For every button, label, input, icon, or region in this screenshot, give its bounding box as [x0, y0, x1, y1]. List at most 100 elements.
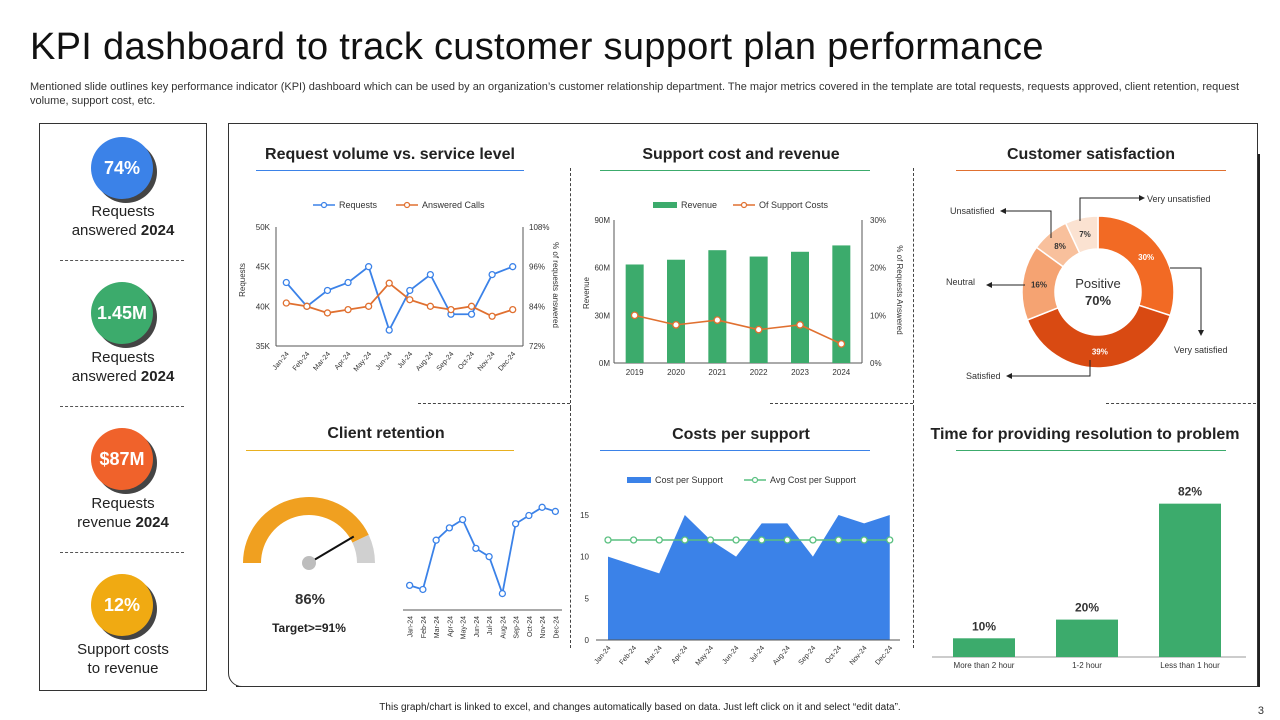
data-point — [681, 536, 689, 544]
y2-tick-label: 0% — [870, 359, 882, 368]
data-point — [860, 536, 868, 544]
footer-note: This graph/chart is linked to excel, and… — [379, 702, 901, 713]
legend-cost-per-support-swatch — [627, 477, 651, 483]
legend-answered-calls-marker — [403, 201, 411, 209]
data-point — [655, 536, 663, 544]
revenue-bar — [749, 256, 768, 363]
data-point — [344, 278, 352, 287]
divider — [570, 168, 571, 408]
divider — [418, 403, 570, 404]
legend-answered-calls-label: Answered Calls — [422, 200, 485, 210]
y2-tick-label: 72% — [529, 342, 545, 351]
gauge-value-label: 86% — [295, 591, 325, 608]
callout-label-neutral: Neutral — [946, 277, 975, 287]
resolution-bar — [1056, 619, 1118, 657]
kpi-label-year: 2024 — [135, 514, 169, 531]
kpi-label: Requests answered 2024 — [40, 202, 206, 240]
x-tick-label: 2024 — [832, 368, 850, 377]
resolution-bar — [953, 638, 1015, 657]
legend-avg-cost-marker — [751, 476, 759, 484]
y2-tick-label: 108% — [529, 223, 549, 232]
kpi-circle-requests-revenue: $87M — [91, 428, 153, 490]
kpi-circle-requests-answered-count: 1.45M — [91, 282, 153, 344]
series-line-support-costs — [634, 314, 842, 345]
y-tick-label: 45K — [256, 263, 271, 272]
x-tick-label: 2019 — [626, 368, 644, 377]
y-tick-label: 0 — [585, 636, 590, 645]
x-tick-label: Sep-24 — [514, 616, 521, 639]
x-tick-label: Nov-24 — [849, 645, 869, 667]
kpi-label-line1: Requests — [91, 349, 155, 366]
data-point — [672, 321, 680, 329]
y-tick-label: 90M — [594, 216, 610, 225]
kpi-circle-support-costs: 12% — [91, 574, 153, 636]
x-tick-label: 2021 — [708, 368, 726, 377]
y2-axis-title: % of requests answered — [551, 242, 560, 328]
callout-line-unsatisfied — [1006, 210, 1052, 238]
gauge-target-label: Target>=91% — [272, 621, 346, 635]
y-tick-label: 40K — [256, 302, 271, 311]
series-line-requests — [285, 265, 514, 333]
y-axis-title: Revenue — [582, 276, 591, 309]
x-tick-label: Oct-24 — [457, 351, 476, 372]
legend-support-costs-marker — [740, 201, 748, 209]
title-underline — [600, 170, 870, 171]
data-point — [406, 286, 414, 295]
x-tick-label: Sep-24 — [436, 351, 456, 373]
y-tick-label: 0M — [599, 359, 610, 368]
y2-tick-label: 96% — [529, 263, 545, 272]
divider — [913, 168, 914, 408]
x-tick-label: Jun-24 — [375, 351, 394, 372]
legend-avg-cost-label: Avg Cost per Support — [770, 475, 856, 485]
x-tick-label: Apr-24 — [671, 645, 690, 666]
callout-arrow-very-unsatisfied — [1139, 195, 1145, 201]
x-tick-label: Less than 1 hour — [1160, 661, 1220, 670]
kpi-label-year: 2024 — [140, 368, 175, 385]
data-point — [364, 263, 373, 271]
x-tick-label: 2022 — [750, 368, 768, 377]
data-point — [445, 524, 454, 532]
data-point — [509, 305, 517, 314]
data-point — [488, 270, 496, 279]
callout-label-very-unsatisfied: Very unsatisfied — [1147, 194, 1211, 204]
data-point — [837, 340, 846, 348]
title-underline — [246, 450, 514, 451]
series-line-retention — [409, 506, 556, 597]
revenue-bar — [667, 259, 685, 363]
data-point — [426, 270, 435, 279]
chart-title-satisfaction: Customer satisfaction — [1006, 146, 1176, 163]
divider — [770, 403, 913, 404]
data-point — [447, 305, 455, 314]
x-tick-label: Aug-24 — [772, 645, 792, 667]
x-tick-label: Dec-24 — [497, 351, 517, 373]
slice-very-unsatisfied — [1064, 215, 1099, 255]
data-point — [344, 305, 352, 314]
data-point — [758, 536, 766, 544]
callout-arrow-neutral — [986, 282, 992, 288]
gauge-needle — [308, 535, 355, 564]
bar-value-label: 20% — [1075, 601, 1099, 615]
legend-support-costs-label: Of Support Costs — [759, 200, 829, 210]
x-tick-label: Jan-24 — [593, 645, 612, 666]
callout-label-satisfied: Satisfied — [966, 371, 1001, 381]
kpi-label-line2: answered — [71, 368, 137, 385]
x-tick-label: Nov-24 — [477, 351, 497, 373]
kpi-label-line2: revenue — [77, 514, 132, 531]
x-tick-label: Feb-24 — [292, 351, 312, 373]
y-tick-label: 5 — [585, 594, 590, 603]
title-underline — [956, 170, 1226, 171]
data-point — [713, 316, 722, 324]
page-number: 3 — [1257, 705, 1264, 717]
callout-label-unsatisfied: Unsatisfied — [950, 206, 995, 216]
data-point — [630, 311, 639, 320]
slice-value-label: 30% — [1138, 253, 1154, 262]
page-title: KPI dashboard to track customer support … — [30, 26, 1044, 68]
x-tick-label: Mar-24 — [434, 616, 441, 638]
data-point — [488, 312, 496, 320]
data-point — [485, 552, 493, 561]
data-point — [509, 263, 517, 271]
kpi-label: Requests answered 2024 — [40, 348, 206, 386]
y-tick-label: 15 — [580, 511, 589, 520]
kpi-label: Requests revenue 2024 — [40, 494, 206, 532]
